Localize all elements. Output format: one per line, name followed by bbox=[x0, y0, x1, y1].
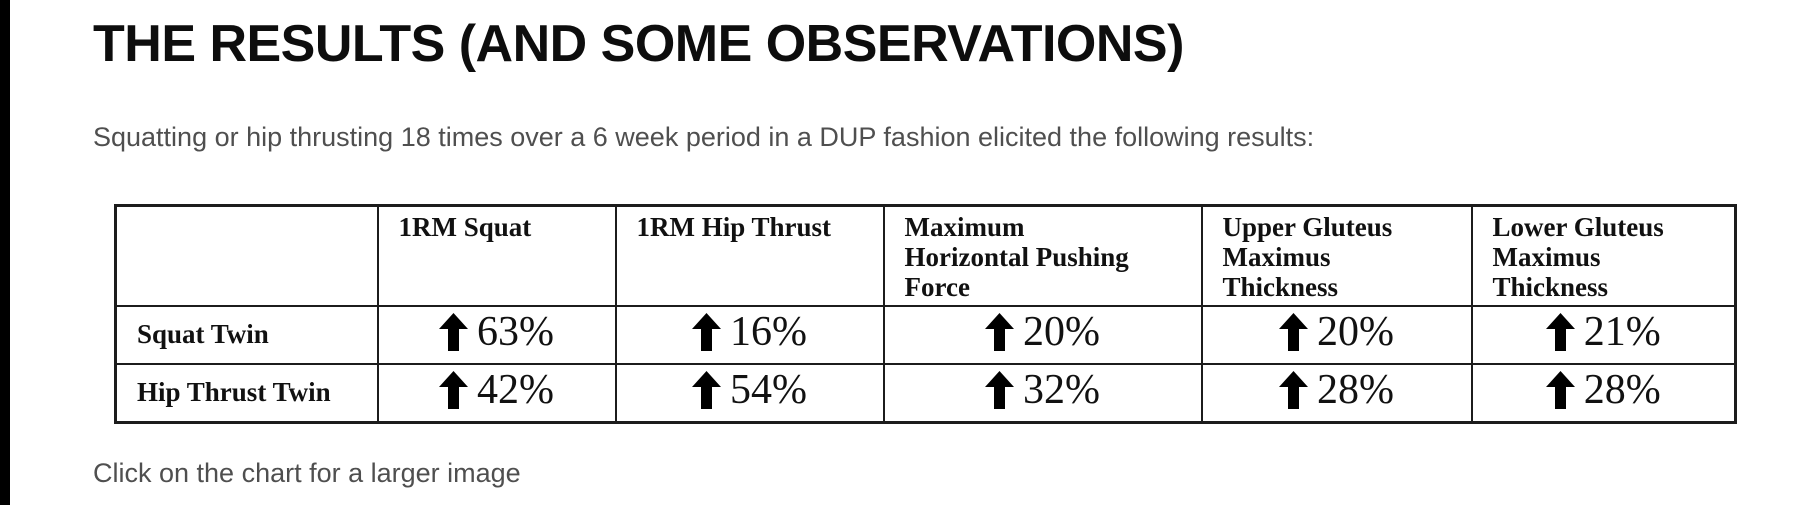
page-title: THE RESULTS (AND SOME OBSERVATIONS) bbox=[93, 15, 1184, 73]
header-line: Maximus bbox=[1222, 242, 1331, 272]
up-arrow-icon bbox=[1279, 312, 1308, 351]
header-line: Maximum bbox=[904, 212, 1025, 242]
table-header-row: 1RM Squat 1RM Hip Thrust Maximum Horizon… bbox=[114, 204, 1737, 307]
column-header-upper-gluteus-thickness: Upper Gluteus Maximus Thickness bbox=[1200, 204, 1473, 307]
header-line: Upper Gluteus bbox=[1222, 212, 1393, 242]
value-text: 28% bbox=[1317, 366, 1394, 413]
intro-text: Squatting or hip thrusting 18 times over… bbox=[93, 122, 1315, 152]
column-header-1rm-hip-thrust: 1RM Hip Thrust bbox=[614, 204, 885, 307]
value-cell: 21% bbox=[1470, 304, 1737, 365]
column-header-lower-gluteus-thickness: Lower Gluteus Maximus Thickness bbox=[1470, 204, 1737, 307]
row-label: Squat Twin bbox=[114, 304, 379, 365]
up-arrow-icon bbox=[692, 312, 721, 351]
value-cell: 28% bbox=[1470, 362, 1737, 423]
up-arrow-icon bbox=[439, 312, 468, 351]
value-cell: 28% bbox=[1200, 362, 1473, 423]
value-cell: 20% bbox=[882, 304, 1203, 365]
results-table-image[interactable]: 1RM Squat 1RM Hip Thrust Maximum Horizon… bbox=[114, 204, 1737, 424]
column-header-empty bbox=[114, 204, 379, 307]
header-line: Maximus bbox=[1492, 242, 1601, 272]
header-line: Thickness bbox=[1222, 272, 1339, 302]
value-cell: 63% bbox=[376, 304, 617, 365]
up-arrow-icon bbox=[1545, 312, 1575, 351]
up-arrow-icon bbox=[985, 370, 1014, 409]
column-header-1rm-squat: 1RM Squat bbox=[376, 204, 617, 307]
value-text: 20% bbox=[1023, 308, 1100, 355]
row-label: Hip Thrust Twin bbox=[114, 362, 379, 423]
value-text: 32% bbox=[1023, 366, 1100, 413]
value-text: 20% bbox=[1317, 308, 1394, 355]
up-arrow-icon bbox=[439, 370, 468, 409]
value-text: 42% bbox=[477, 366, 554, 413]
header-line: 1RM Squat bbox=[398, 212, 532, 242]
chart-caption: Click on the chart for a larger image bbox=[93, 458, 521, 488]
value-cell: 16% bbox=[614, 304, 885, 365]
value-text: 63% bbox=[477, 308, 554, 355]
up-arrow-icon bbox=[692, 370, 721, 409]
value-text: 16% bbox=[730, 308, 807, 355]
value-cell: 32% bbox=[882, 362, 1203, 423]
header-line: Horizontal Pushing bbox=[904, 242, 1129, 272]
header-line: 1RM Hip Thrust bbox=[636, 212, 832, 242]
up-arrow-icon bbox=[1279, 370, 1308, 409]
value-cell: 20% bbox=[1200, 304, 1473, 365]
value-cell: 54% bbox=[614, 362, 885, 423]
header-line: Lower Gluteus bbox=[1492, 212, 1664, 242]
up-arrow-icon bbox=[985, 312, 1014, 351]
left-edge-strip bbox=[0, 0, 10, 505]
header-line: Force bbox=[904, 272, 970, 302]
table-row-hip-thrust-twin: Hip Thrust Twin 42% 54% bbox=[114, 362, 1737, 423]
value-text: 21% bbox=[1583, 308, 1661, 355]
value-text: 28% bbox=[1583, 366, 1661, 413]
column-header-max-horizontal-pushing-force: Maximum Horizontal Pushing Force bbox=[882, 204, 1203, 307]
value-cell: 42% bbox=[376, 362, 617, 423]
table-row-squat-twin: Squat Twin 63% 16% bbox=[114, 304, 1737, 365]
header-line: Thickness bbox=[1492, 272, 1609, 302]
up-arrow-icon bbox=[1545, 370, 1575, 409]
results-table: 1RM Squat 1RM Hip Thrust Maximum Horizon… bbox=[114, 204, 1737, 424]
value-text: 54% bbox=[730, 366, 807, 413]
